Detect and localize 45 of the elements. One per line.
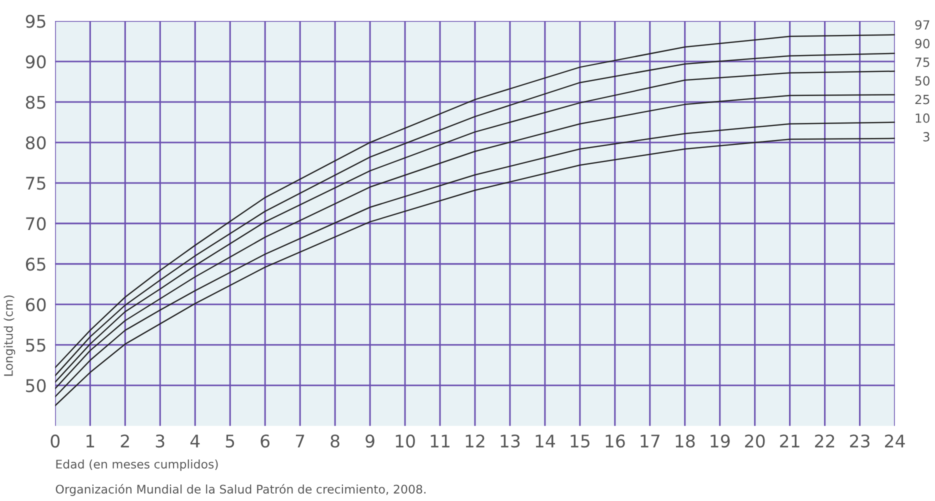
text: 50 [915,76,930,86]
text: Organización Mundial de la Salud Patrón de crecimiento, 2008. [56,484,426,496]
x-tick-label: 16 [606,434,625,448]
x-tick-label: 14 [536,434,556,448]
x-tick-label: 5 [226,434,234,448]
y-tick-label: 50 [26,379,46,392]
x-tick-label: 11 [430,434,450,448]
y-tick-label: 65 [26,258,46,271]
x-tick-label: 6 [260,434,270,448]
x-tick-label: 10 [396,434,415,448]
y-tick-label: 85 [26,96,46,109]
y-tick-label: 70 [26,217,46,230]
x-tick-label: 13 [500,434,520,448]
y-tick-label: 75 [26,176,46,190]
x-tick-label: 2 [120,434,129,448]
text: 97 [915,20,930,30]
text: 90 [915,38,930,48]
y-tick-label: 60 [26,298,46,312]
x-tick-label: 20 [745,434,765,448]
x-tick-label: 17 [640,434,660,448]
x-tick-label: 8 [330,434,340,448]
text: 25 [915,94,930,104]
text: 75 [915,58,930,67]
x-tick-label: 0 [50,434,60,448]
x-tick-label: 21 [780,434,800,448]
text: 3 [923,132,930,142]
x-tick-label: 19 [710,434,730,448]
y-tick-label: 95 [26,14,46,28]
x-tick-label: 4 [190,434,200,448]
x-tick-label: 24 [885,434,905,448]
x-tick-label: 9 [366,434,374,448]
x-tick-label: 3 [156,434,164,448]
y-axis-title: Longitud (cm) [4,295,16,376]
text: 10 [916,113,930,123]
x-tick-label: 22 [815,434,834,448]
x-tick-label: 23 [850,434,870,448]
y-tick-label: 80 [26,136,46,150]
x-axis-title: Edad (en meses cumplidos) [56,459,218,471]
x-tick-label: 7 [296,434,304,448]
x-tick-label: 1 [86,434,94,448]
y-tick-label: 90 [26,55,46,68]
x-tick-label: 12 [466,434,484,448]
y-tick-label: 55 [26,338,46,352]
x-tick-label: 18 [676,434,695,448]
x-tick-label: 15 [570,434,590,448]
